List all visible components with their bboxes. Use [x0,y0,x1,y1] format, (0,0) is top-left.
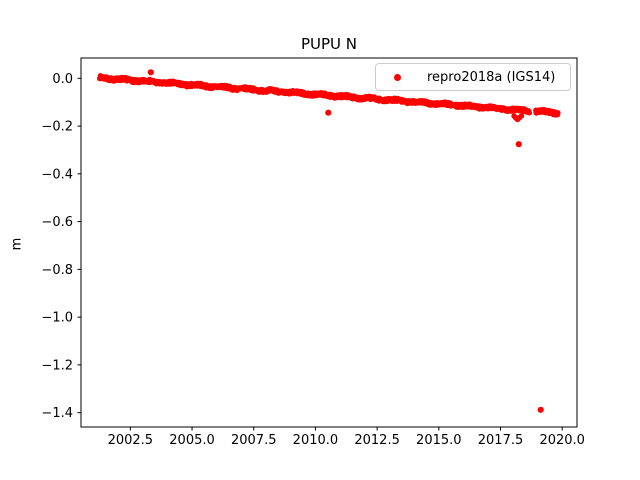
legend-label: repro2018a (IGS14) [427,69,556,85]
x-tick-label: 2005.0 [169,433,215,448]
x-tick-label: 2012.5 [354,433,400,448]
y-tick-label: −0.2 [41,120,73,135]
x-tick-label: 2002.5 [108,433,154,448]
legend-marker-dot [394,73,401,81]
y-tick-label: −1.0 [41,311,73,326]
y-tick-label: −1.4 [41,406,73,421]
y-tick-label: 0.0 [52,72,73,87]
chart-title: PUPU N [300,35,358,53]
legend: repro2018a (IGS14) [375,63,571,91]
outlier-point [537,406,544,413]
x-tick-label: 2007.5 [231,433,277,448]
x-tick-label: 2010.0 [293,433,339,448]
scatter-point [518,113,525,119]
scatter-point [555,110,561,116]
x-tick-label: 2015.0 [416,433,462,448]
y-tick-label: −0.8 [41,263,73,278]
x-tick-label: 2020.0 [539,433,585,448]
x-tick-label: 2017.5 [478,433,524,448]
y-tick-label: −0.6 [41,215,73,230]
outlier-point [515,141,522,148]
axes-spines [80,57,578,428]
outlier-point [325,109,332,116]
y-axis-label: m [9,237,25,251]
scatter-point [526,109,532,116]
y-tick-label: −1.2 [41,358,73,373]
y-tick-label: −0.4 [41,167,73,182]
outlier-point [147,69,154,76]
